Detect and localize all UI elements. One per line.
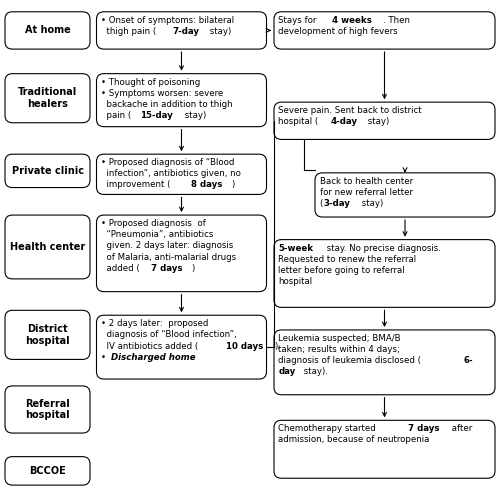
Text: Health center: Health center <box>10 242 85 252</box>
Text: of Malaria, anti-malarial drugs: of Malaria, anti-malarial drugs <box>101 252 236 262</box>
FancyBboxPatch shape <box>274 12 495 49</box>
Text: • 2 days later:  proposed: • 2 days later: proposed <box>101 319 208 328</box>
FancyBboxPatch shape <box>5 154 90 188</box>
Text: • Proposed diagnosis of “Blood: • Proposed diagnosis of “Blood <box>101 158 234 167</box>
Text: At home: At home <box>24 26 70 35</box>
FancyBboxPatch shape <box>96 154 266 194</box>
Text: (: ( <box>320 199 323 208</box>
Text: diagnosis of “Blood infection”,: diagnosis of “Blood infection”, <box>101 330 237 339</box>
Text: 7-day: 7-day <box>172 27 200 36</box>
Text: 10 days: 10 days <box>226 342 264 351</box>
FancyBboxPatch shape <box>5 215 90 279</box>
FancyBboxPatch shape <box>5 74 90 123</box>
Text: ): ) <box>192 264 195 273</box>
FancyBboxPatch shape <box>274 420 495 478</box>
Text: 4-day: 4-day <box>330 117 357 126</box>
Text: • Onset of symptoms: bilateral: • Onset of symptoms: bilateral <box>101 16 234 25</box>
Text: diagnosis of leukemia disclosed (: diagnosis of leukemia disclosed ( <box>278 356 422 365</box>
Text: • Proposed diagnosis  of: • Proposed diagnosis of <box>101 219 206 228</box>
FancyBboxPatch shape <box>5 386 90 433</box>
Text: Private clinic: Private clinic <box>12 166 84 176</box>
Text: 8 days: 8 days <box>190 181 222 190</box>
Text: stay): stay) <box>182 111 206 120</box>
Text: BCCOE: BCCOE <box>29 466 66 476</box>
Text: stay): stay) <box>207 27 232 36</box>
Text: infection”, antibiotics given, no: infection”, antibiotics given, no <box>101 169 241 178</box>
Text: stay): stay) <box>358 199 383 208</box>
Text: thigh pain (: thigh pain ( <box>101 27 156 36</box>
FancyBboxPatch shape <box>96 74 266 127</box>
Text: Stays for: Stays for <box>278 16 320 25</box>
Text: given. 2 days later: diagnosis: given. 2 days later: diagnosis <box>101 242 233 250</box>
Text: backache in addition to thigh: backache in addition to thigh <box>101 100 232 109</box>
Text: District
hospital: District hospital <box>25 324 70 346</box>
Text: ).: ). <box>274 342 280 351</box>
FancyBboxPatch shape <box>5 310 90 359</box>
Text: 6-: 6- <box>463 356 472 365</box>
Text: 7 days: 7 days <box>408 424 440 433</box>
Text: added (: added ( <box>101 264 140 273</box>
Text: “Pneumonia”, antibiotics: “Pneumonia”, antibiotics <box>101 230 214 239</box>
Text: stay): stay) <box>366 117 390 126</box>
FancyBboxPatch shape <box>5 12 90 49</box>
Text: • Symptoms worsen: severe: • Symptoms worsen: severe <box>101 89 223 98</box>
Text: improvement (: improvement ( <box>101 181 170 190</box>
Text: IV antibiotics added (: IV antibiotics added ( <box>101 342 198 351</box>
Text: letter before going to referral: letter before going to referral <box>278 266 405 275</box>
Text: Back to health center: Back to health center <box>320 177 412 186</box>
Text: stay).: stay). <box>301 367 328 377</box>
FancyBboxPatch shape <box>274 330 495 395</box>
Text: 5-week: 5-week <box>278 244 314 252</box>
Text: Severe pain. Sent back to district: Severe pain. Sent back to district <box>278 106 422 115</box>
Text: for new referral letter: for new referral letter <box>320 188 412 197</box>
Text: •: • <box>101 353 109 362</box>
Text: hospital: hospital <box>278 277 312 286</box>
Text: 15-day: 15-day <box>140 111 173 120</box>
Text: hospital (: hospital ( <box>278 117 319 126</box>
FancyBboxPatch shape <box>274 240 495 307</box>
Text: 7 days: 7 days <box>151 264 182 273</box>
Text: Traditional
healers: Traditional healers <box>18 87 77 109</box>
Text: Leukemia suspected; BMA/B: Leukemia suspected; BMA/B <box>278 334 401 343</box>
FancyBboxPatch shape <box>315 173 495 217</box>
FancyBboxPatch shape <box>96 215 266 292</box>
Text: development of high fevers: development of high fevers <box>278 27 398 36</box>
Text: 3-day: 3-day <box>324 199 350 208</box>
Text: stay. No precise diagnosis.: stay. No precise diagnosis. <box>324 244 440 252</box>
Text: Discharged home: Discharged home <box>111 353 196 362</box>
FancyBboxPatch shape <box>274 102 495 139</box>
Text: . Then: . Then <box>383 16 410 25</box>
Text: pain (: pain ( <box>101 111 131 120</box>
Text: after: after <box>449 424 472 433</box>
Text: • Thought of poisoning: • Thought of poisoning <box>101 78 200 86</box>
Text: Referral
hospital: Referral hospital <box>25 399 70 420</box>
FancyBboxPatch shape <box>96 12 266 49</box>
FancyBboxPatch shape <box>5 457 90 485</box>
FancyBboxPatch shape <box>96 315 266 379</box>
Text: Chemotherapy started: Chemotherapy started <box>278 424 379 433</box>
Text: taken; results within 4 days;: taken; results within 4 days; <box>278 345 400 354</box>
Text: admission, because of neutropenia: admission, because of neutropenia <box>278 436 430 444</box>
Text: 4 weeks: 4 weeks <box>332 16 372 25</box>
Text: Requested to renew the referral: Requested to renew the referral <box>278 255 416 264</box>
Text: day: day <box>278 367 296 377</box>
Text: ): ) <box>231 181 234 190</box>
